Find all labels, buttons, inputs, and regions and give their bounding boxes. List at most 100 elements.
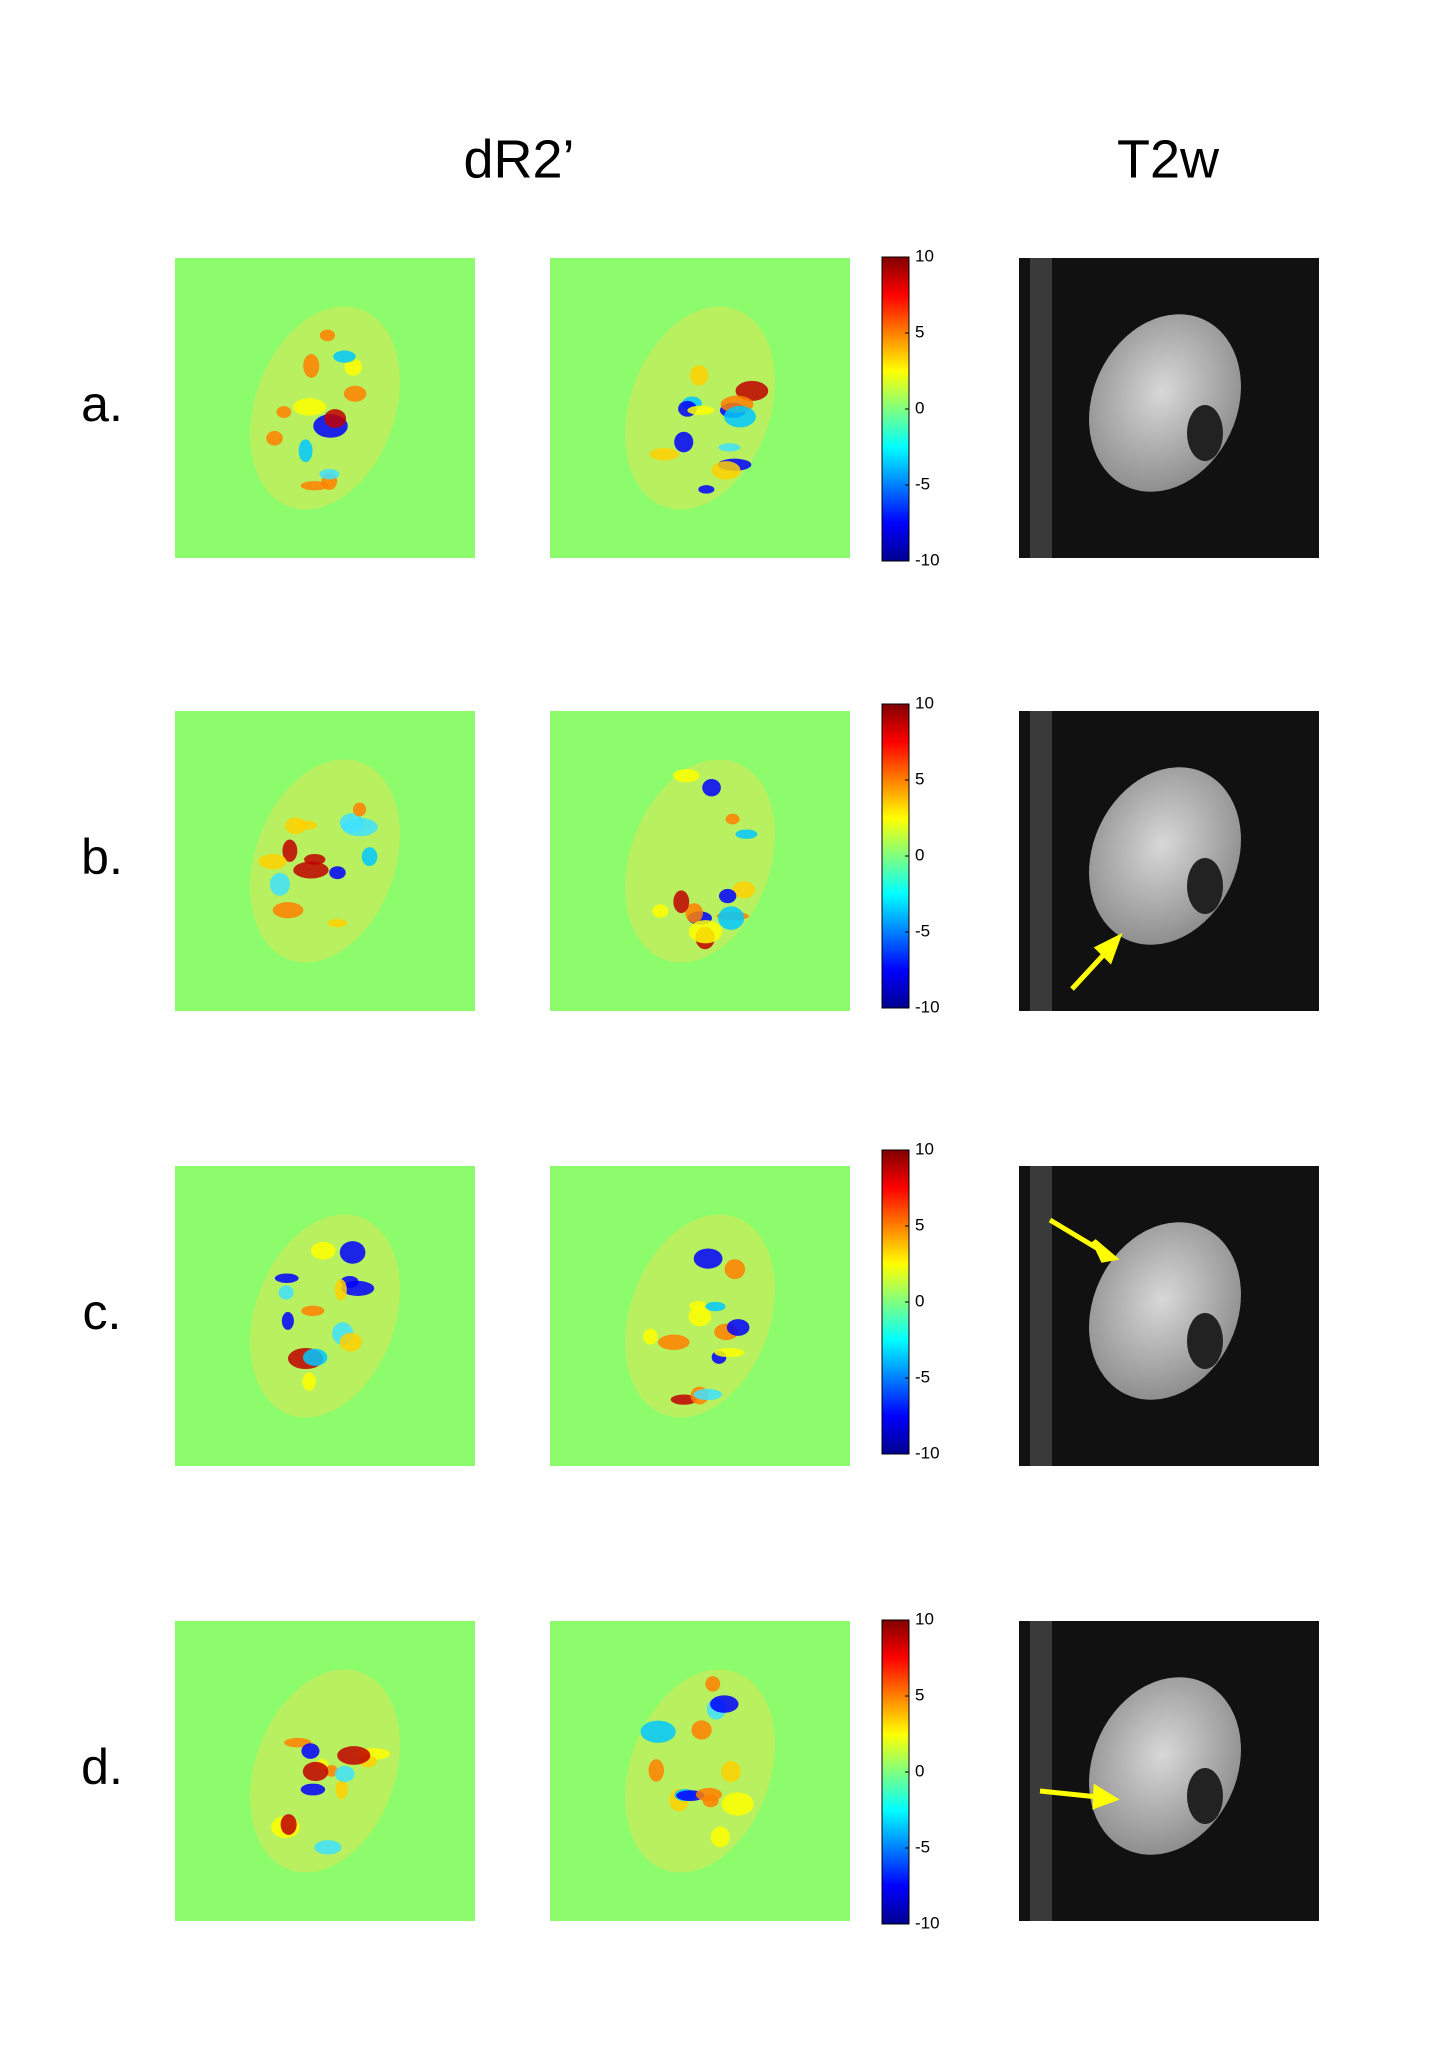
map-spot — [284, 1737, 312, 1748]
map-spot — [324, 409, 347, 428]
map-spot — [685, 903, 703, 923]
map-spot — [282, 839, 298, 862]
map-spot — [298, 439, 313, 463]
colorbar-tick-label: 5 — [915, 322, 924, 341]
map-spot — [689, 365, 709, 386]
map-spot — [293, 861, 329, 879]
map-spot — [302, 1372, 316, 1391]
colorbar-tick-label: 0 — [915, 1761, 924, 1780]
map-spot — [300, 1783, 326, 1796]
map-spot — [343, 385, 367, 402]
row-label: c. — [83, 1284, 122, 1340]
map-spot — [310, 1241, 336, 1260]
colorbar-tick-label: 10 — [915, 246, 934, 265]
colorbar — [881, 703, 910, 1009]
map-spot — [274, 1273, 299, 1283]
t2w-hilum — [1187, 858, 1223, 914]
t2w-hilum — [1187, 405, 1223, 461]
map-spot — [334, 1279, 347, 1301]
map-spot — [688, 1306, 712, 1327]
kidney-map — [250, 1214, 400, 1418]
colorbar-tick-label: 0 — [915, 845, 924, 864]
map-spot — [643, 1328, 658, 1345]
colorbar-tick-label: -10 — [915, 1913, 940, 1932]
map-spot — [723, 405, 756, 428]
map-spot — [735, 380, 769, 401]
map-spot — [691, 1720, 712, 1740]
map-spot — [672, 768, 700, 783]
map-spot — [711, 461, 741, 480]
colorbar-tick-label: 10 — [915, 1139, 934, 1158]
map-spot — [693, 1248, 723, 1269]
map-spot — [281, 1311, 294, 1330]
map-spot — [335, 1779, 348, 1800]
map-spot — [649, 448, 680, 461]
map-spot — [303, 354, 320, 378]
map-spot — [705, 1301, 726, 1312]
map-spot — [333, 350, 356, 363]
map-spot — [726, 1319, 750, 1336]
map-spot — [732, 881, 756, 899]
colorbar-tick-label: 5 — [915, 769, 924, 788]
map-spot — [705, 1676, 721, 1692]
map-spot — [718, 443, 741, 452]
colorbar — [881, 256, 910, 562]
map-spot — [337, 1746, 371, 1765]
map-spot — [329, 866, 346, 880]
map-spot — [693, 1388, 722, 1401]
row-label: b. — [81, 829, 123, 885]
map-spot — [314, 1840, 342, 1855]
map-spot — [339, 1241, 366, 1264]
map-spot — [724, 1259, 746, 1280]
row-label: d. — [81, 1739, 123, 1795]
map-spot — [325, 1765, 338, 1777]
map-spot — [276, 406, 292, 419]
map-spot — [725, 813, 740, 825]
map-spot — [648, 1759, 665, 1782]
map-spot — [698, 485, 715, 494]
map-spot — [640, 1720, 676, 1743]
colorbar-tick-label: 0 — [915, 1291, 924, 1310]
map-spot — [302, 1348, 328, 1366]
colorbar-tick-label: -10 — [915, 550, 940, 569]
map-spot — [258, 853, 287, 870]
map-spot — [266, 430, 283, 446]
colorbar — [881, 1149, 910, 1455]
colorbar-tick-label: 5 — [915, 1215, 924, 1234]
map-spot — [721, 1760, 741, 1783]
map-spot — [702, 778, 721, 797]
colorbar-tick-label: 0 — [915, 398, 924, 417]
map-spot — [710, 1826, 730, 1848]
map-spot — [735, 829, 758, 839]
map-spot — [342, 818, 378, 837]
column-header: dR2’ — [463, 129, 574, 189]
map-spot — [272, 902, 304, 919]
map-spot — [710, 1695, 739, 1713]
colorbar-tick-label: -5 — [915, 1367, 930, 1386]
map-spot — [657, 1334, 690, 1350]
row-label: a. — [81, 376, 123, 432]
kidney-map — [625, 1669, 775, 1873]
map-spot — [319, 329, 336, 342]
map-spot — [327, 919, 348, 928]
map-spot — [718, 906, 745, 930]
colorbar-tick-label: -5 — [915, 1837, 930, 1856]
map-spot — [334, 1765, 355, 1783]
colorbar-tick-label: -10 — [915, 997, 940, 1016]
colorbar-tick-label: -10 — [915, 1443, 940, 1462]
map-spot — [301, 1305, 325, 1317]
map-spot — [674, 431, 694, 453]
colorbar-tick-label: 10 — [915, 693, 934, 712]
t2w-structure — [1030, 711, 1052, 1011]
map-spot — [695, 1787, 723, 1802]
map-spot — [302, 1761, 329, 1782]
map-spot — [687, 405, 715, 416]
map-spot — [304, 854, 326, 865]
map-spot — [285, 817, 307, 835]
map-spot — [300, 481, 329, 491]
map-spot — [344, 358, 362, 376]
map-spot — [673, 890, 690, 914]
map-spot — [280, 1814, 297, 1835]
t2w-hilum — [1187, 1313, 1223, 1369]
